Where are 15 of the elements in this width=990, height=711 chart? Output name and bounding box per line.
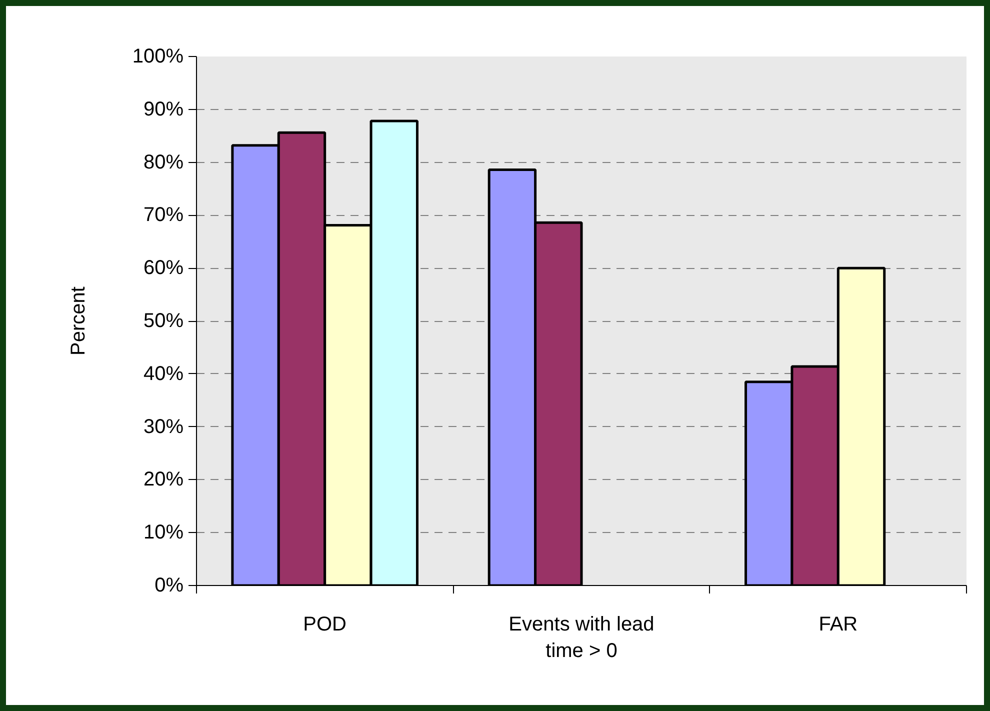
y-tick-label: 20%: [143, 468, 184, 491]
y-tick-label: 50%: [143, 310, 184, 332]
y-axis-title: Percent: [67, 286, 90, 356]
x-tick-label: Events with lead time > 0: [508, 614, 654, 662]
y-tick-label: 100%: [132, 46, 184, 68]
y-tick-label: 40%: [143, 362, 184, 385]
y-tick-label: 10%: [143, 522, 184, 544]
y-tick-label: 70%: [143, 204, 184, 226]
y-tick-label: 80%: [143, 151, 184, 174]
x-tick-label: FAR: [818, 614, 858, 636]
y-tick-label: 30%: [143, 416, 184, 438]
x-tick-label: POD: [303, 614, 347, 636]
y-tick-label: 0%: [154, 574, 184, 596]
y-tick-label: 60%: [143, 257, 184, 280]
y-tick-label: 90%: [143, 98, 184, 120]
